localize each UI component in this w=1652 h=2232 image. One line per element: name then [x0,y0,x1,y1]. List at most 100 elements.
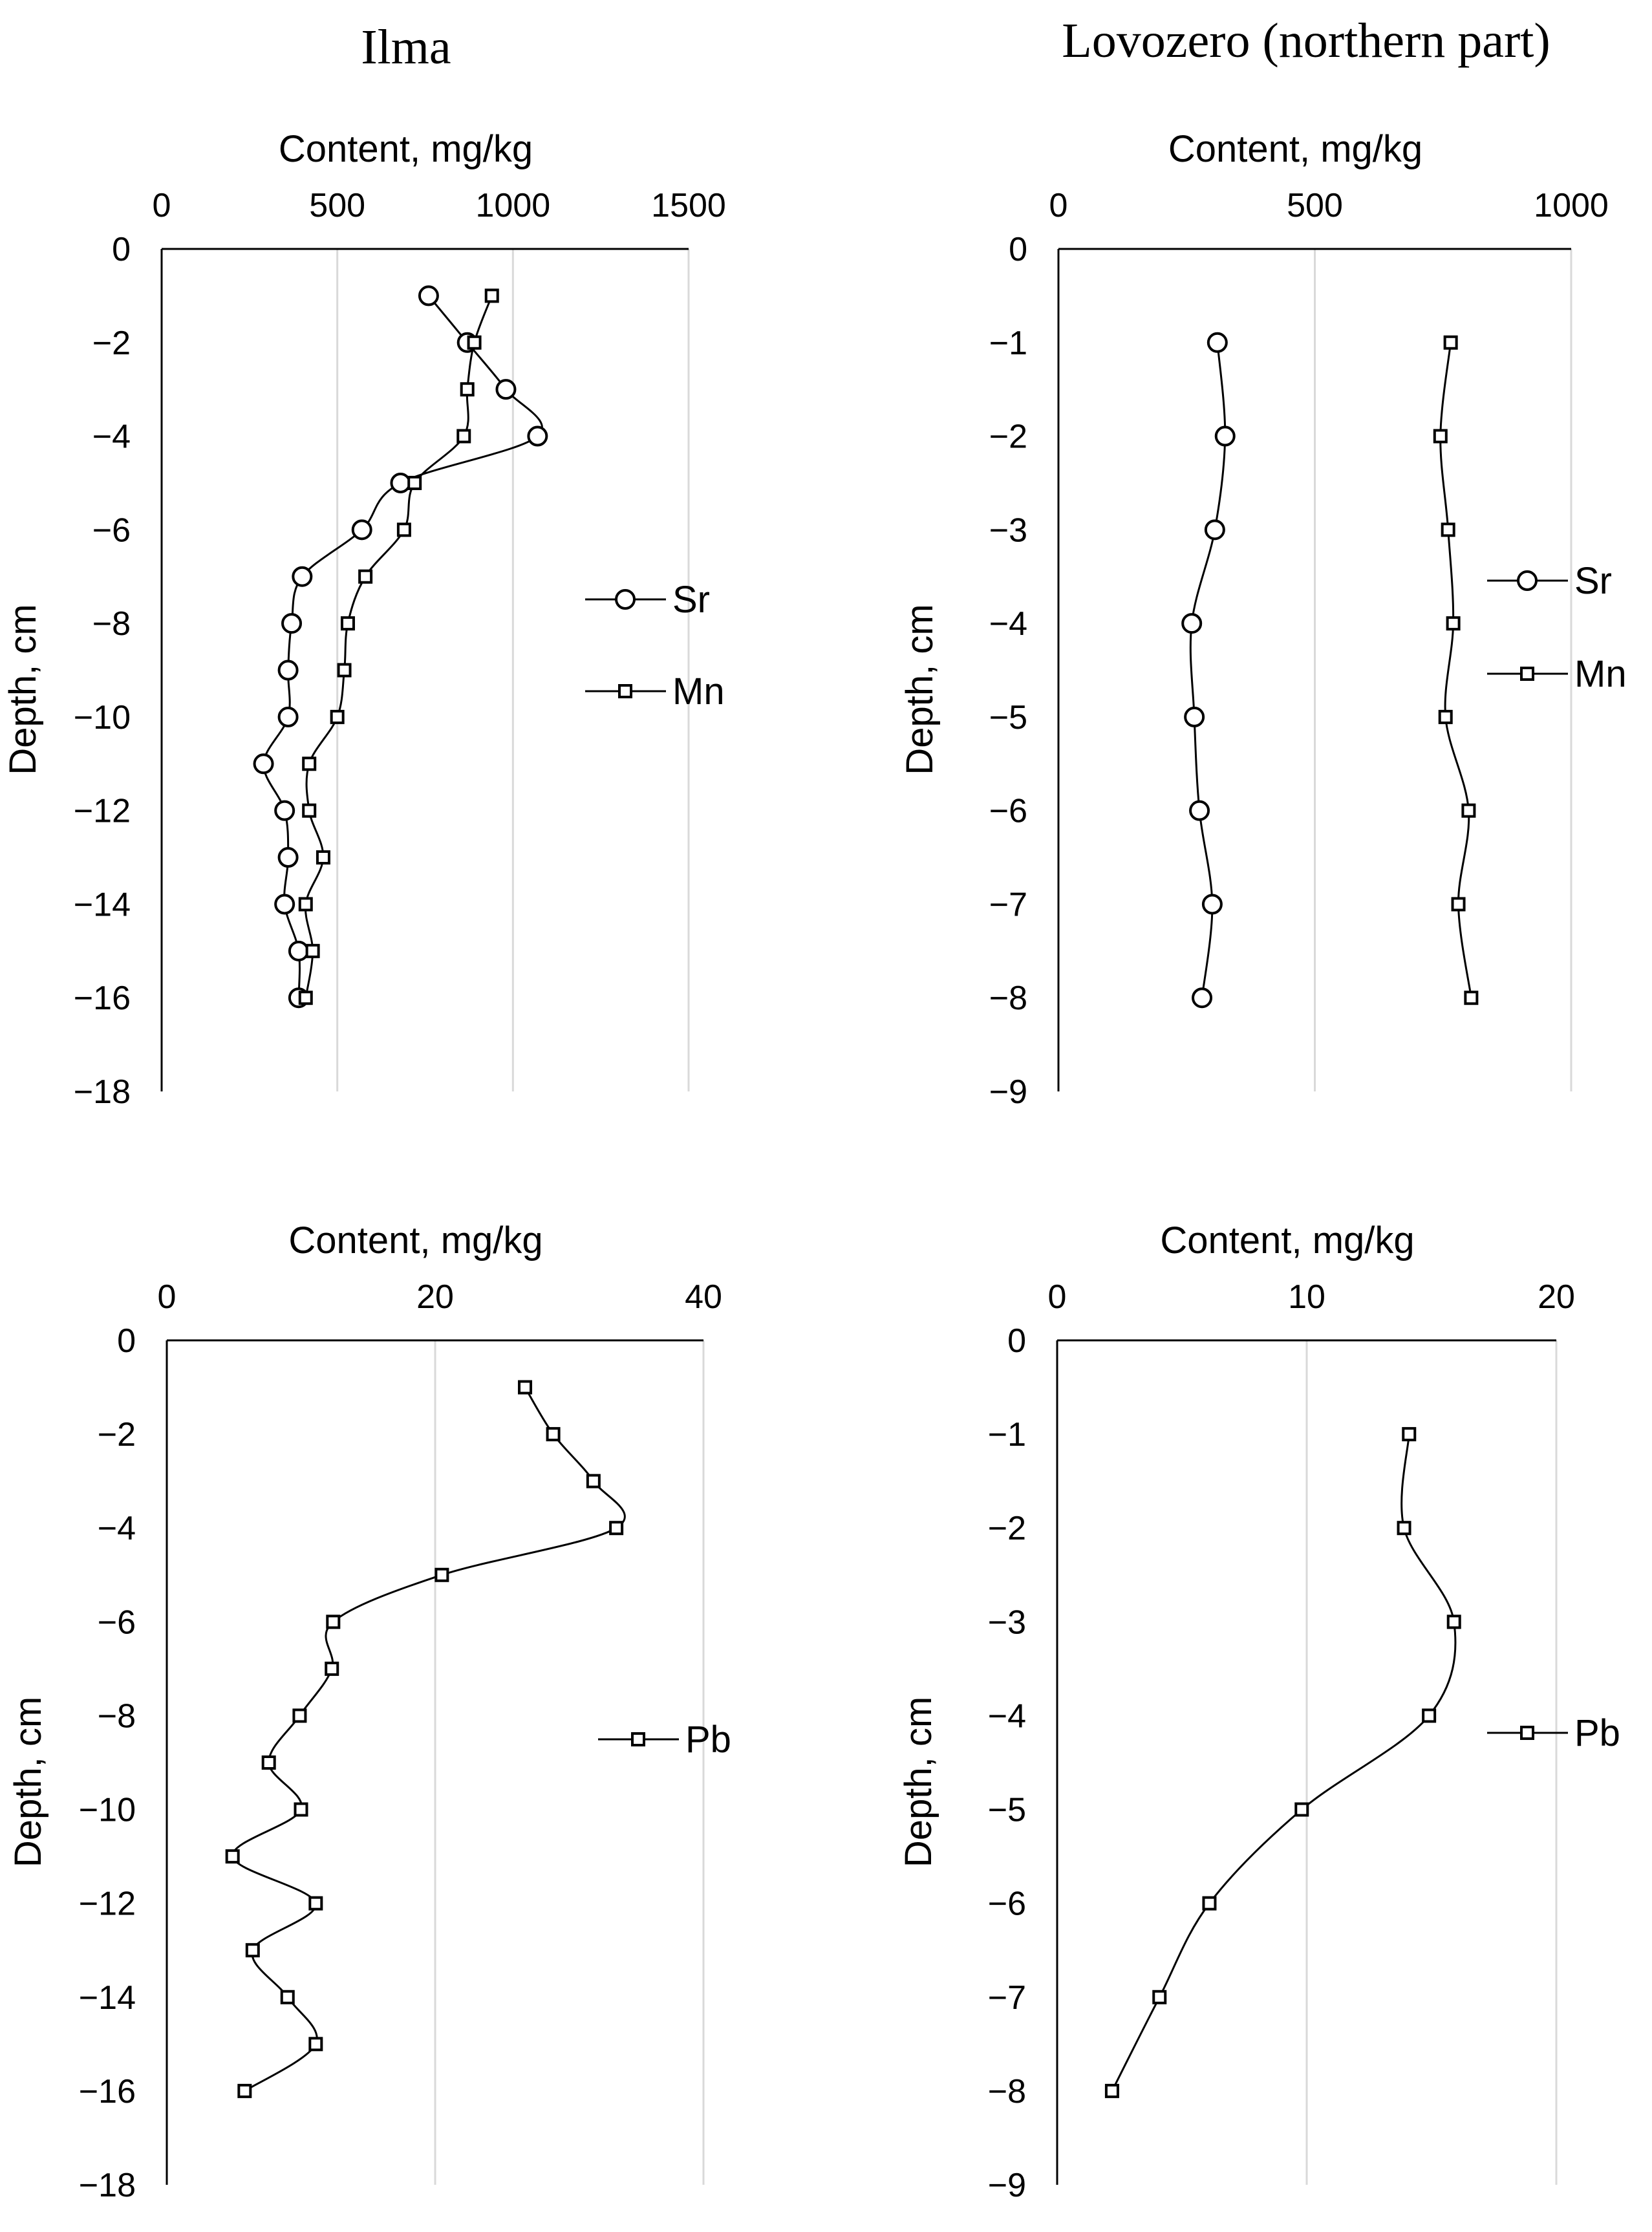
data-point-sr [418,285,439,306]
y-tick-label: −8 [98,1697,136,1735]
data-point-sr [277,706,299,727]
series-mn [1433,335,1479,1005]
y-axis-title: Depth, cm [7,1697,49,1867]
y-tick-label: 0 [117,1322,136,1360]
legend-label: Pb [1574,1712,1620,1754]
y-tick-label: −18 [79,2167,136,2204]
x-tick-label: 0 [1048,1278,1067,1316]
data-point-sr [390,472,411,493]
y-tick-label: −10 [79,1792,136,1829]
data-point-pb [546,1427,561,1442]
series-line-sr [263,295,543,998]
data-point-pb [434,1567,449,1582]
data-point-sr [1201,894,1223,915]
series-pb [1104,1427,1461,2098]
y-tick-label: −1 [989,325,1027,362]
data-point-pb [261,1755,276,1770]
data-point-pb [308,2037,323,2052]
x-axis-title: Content, mg/kg [1168,128,1422,170]
data-point-mn [407,475,422,490]
data-point-pb [586,1474,601,1488]
data-point-pb [245,1943,260,1958]
legend-entry-mn: Mn [1487,653,1627,695]
series-mn [298,288,499,1005]
y-tick-label: −9 [988,2167,1026,2204]
x-axis-title: Content, mg/kg [279,128,533,170]
data-point-pb [1152,1990,1167,2004]
y-tick-label: −5 [989,699,1027,736]
x-tick-label: 20 [416,1278,454,1316]
data-point-pb [326,1615,341,1629]
y-tick-label: −6 [98,1604,136,1641]
y-tick-label: −14 [74,886,131,923]
legend-entry-mn: Mn [585,671,725,713]
legend-label: Sr [672,579,710,621]
data-point-pb [225,1849,240,1864]
data-point-sr [292,566,313,587]
y-tick-label: −2 [92,325,131,362]
data-point-pb [1397,1521,1411,1536]
data-point-sr [1207,332,1228,353]
data-point-sr [351,519,372,541]
y-tick-label: −4 [98,1510,136,1547]
legend-label: Mn [1574,653,1627,695]
data-point-sr [495,379,517,400]
x-tick-label: 0 [158,1278,177,1316]
x-tick-label: 10 [1288,1278,1325,1316]
data-point-pb [1294,1802,1309,1817]
data-point-sr [277,660,299,681]
y-tick-label: −2 [988,1510,1026,1547]
x-tick-label: 0 [1049,187,1068,224]
series-line-sr [1189,342,1227,998]
data-point-mn [467,335,482,350]
series-line-pb [231,1386,626,2092]
data-point-mn [340,616,355,631]
column-title-ilma: Ilma [361,20,451,74]
y-tick-label: −10 [74,699,131,736]
x-tick-label: 1000 [475,187,550,224]
series-line-mn [304,295,493,998]
y-tick-label: −1 [988,1416,1026,1454]
data-point-sr [281,613,303,634]
data-point-pb [294,1802,308,1817]
y-tick-label: −3 [988,1604,1026,1641]
y-tick-label: −8 [989,980,1027,1017]
data-point-pb [280,1990,295,2004]
data-point-pb [292,1708,307,1723]
y-tick-label: −18 [74,1073,131,1111]
y-tick-label: −2 [989,418,1027,456]
data-point-mn [1441,522,1455,537]
x-tick-label: 1000 [1534,187,1609,224]
data-point-mn [1461,803,1476,818]
y-tick-label: −12 [79,1885,136,1923]
y-tick-label: −9 [989,1073,1027,1111]
y-tick-label: −4 [989,605,1027,643]
data-point-pb [1202,1896,1217,1911]
y-tick-label: −7 [988,1979,1026,2017]
data-point-pb [518,1380,533,1395]
data-point-mn [456,429,471,444]
y-axis-title: Depth, cm [899,604,941,775]
data-point-pb [1422,1708,1437,1723]
column-title-lovozero: Lovozero (northern part) [1062,14,1550,68]
data-point-sr [1189,800,1210,821]
x-tick-label: 0 [153,187,171,224]
data-point-mn [396,522,411,537]
y-tick-label: −2 [98,1416,136,1454]
data-point-pb [1104,2083,1119,2098]
data-point-mn [1433,429,1448,444]
y-tick-label: −3 [989,511,1027,549]
data-point-sr [1214,425,1236,447]
data-point-mn [298,897,313,912]
y-tick-label: −4 [92,418,131,456]
legend-entry-pb: Pb [598,1719,731,1761]
data-point-mn [337,663,352,678]
data-point-mn [302,757,317,771]
data-point-mn [484,288,499,303]
legend-marker [1520,1726,1534,1740]
series-sr [253,285,548,1009]
chart-lovozero-pb: 0 10 20 Content, mg/kg 0 −1 −2 −3 −4 −5 −6 −7 −8 −9 De… [897,1219,1620,2204]
x-tick-label: 1500 [651,187,726,224]
